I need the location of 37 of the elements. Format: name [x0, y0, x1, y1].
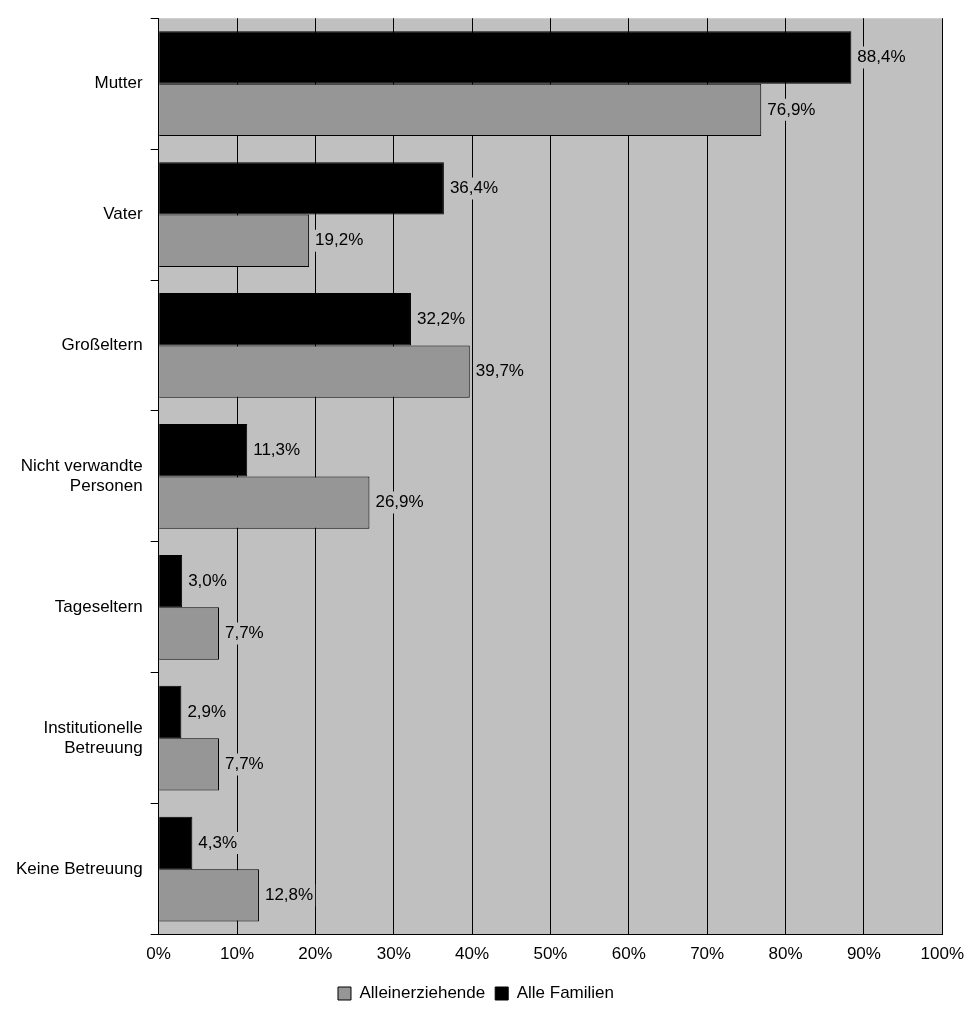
y-tick-label: Tageseltern: [54, 597, 143, 616]
x-tick-label: 80%: [768, 944, 803, 964]
legend-label: Alleinerziehende: [359, 983, 486, 1003]
bar: [159, 685, 182, 739]
x-tick-label: 40%: [455, 944, 490, 964]
x-tick-label: 50%: [533, 944, 568, 964]
y-tick-label: Nicht verwandte Personen: [20, 455, 143, 496]
x-tick-label: 10%: [220, 944, 255, 964]
x-tick-label: 90%: [846, 944, 881, 964]
x-tick-label: 20%: [298, 944, 333, 964]
x-tick-label: 70%: [690, 944, 725, 964]
y-tick-label: Vater: [103, 204, 143, 224]
data-label: 12,8%: [264, 885, 314, 905]
data-label: 11,3%: [253, 439, 301, 459]
x-tick-label: 30%: [376, 944, 411, 964]
y-tick-label: Großeltern: [61, 335, 143, 355]
data-label: 26,9%: [375, 492, 424, 512]
data-label: 7,7%: [224, 754, 264, 774]
x-tick-label: 0%: [146, 944, 171, 964]
data-label: 7,7%: [224, 623, 264, 643]
y-tick-label: Institutionelle Betreuung: [43, 717, 143, 758]
data-label: 19,2%: [315, 230, 364, 250]
data-label: 36,4%: [449, 178, 499, 198]
bar: [159, 816, 193, 870]
legend-label: Alle Familien: [516, 983, 615, 1003]
data-label: 32,2%: [416, 308, 466, 328]
y-tick-label: Mutter: [94, 73, 143, 93]
x-tick-label: 60%: [611, 944, 646, 964]
y-tick-label: Keine Betreuung: [16, 858, 143, 878]
data-label: 88,4%: [857, 47, 906, 67]
data-label: 76,9%: [767, 99, 816, 119]
data-label: 39,7%: [475, 361, 524, 381]
data-label: 4,3%: [198, 832, 238, 852]
data-label: 2,9%: [187, 701, 227, 721]
bar: [159, 554, 183, 608]
data-label: 3,0%: [188, 570, 227, 590]
x-tick-label: 100%: [920, 944, 964, 964]
